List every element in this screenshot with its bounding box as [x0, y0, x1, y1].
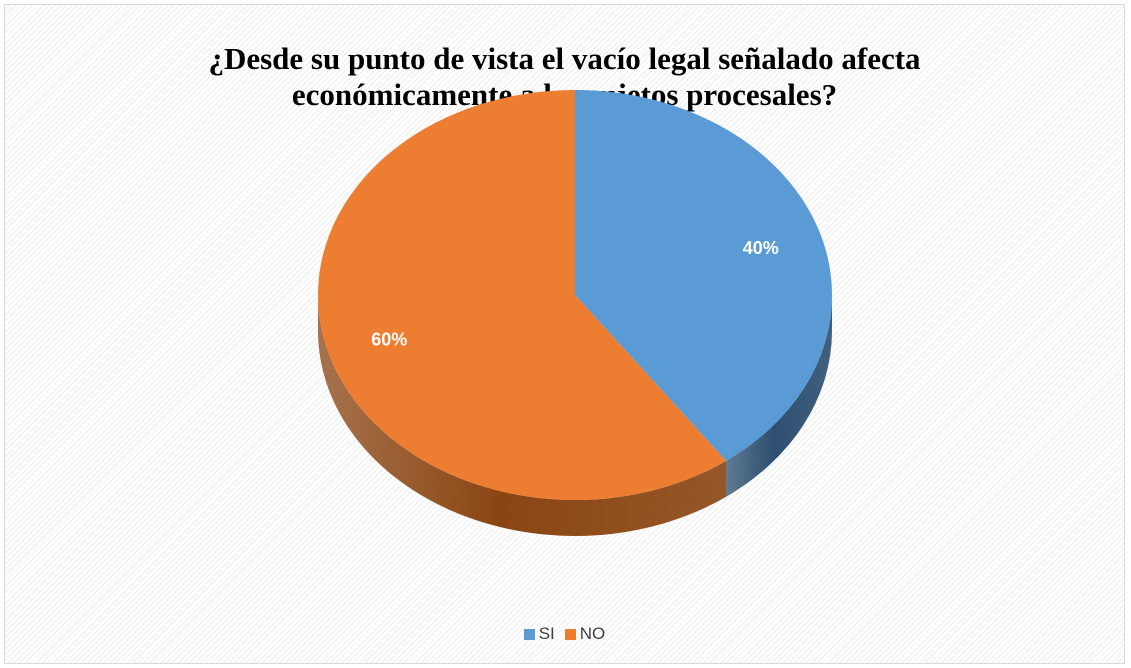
legend-label-si: SI — [538, 624, 555, 643]
pie-side-no — [318, 295, 727, 536]
chart-area: ¿Desde su punto de vista el vacío legal … — [4, 4, 1125, 664]
pie-chart: 40% 60% — [318, 90, 832, 536]
legend-label-no: NO — [579, 624, 606, 643]
chart-title-line-1: ¿Desde su punto de vista el vacío legal … — [208, 41, 921, 76]
data-label-no: 60% — [371, 329, 407, 349]
legend-swatch-si — [523, 628, 535, 640]
legend: SI NO — [5, 624, 1124, 644]
legend-item-no: NO — [564, 624, 606, 644]
pie-slice-si — [575, 90, 832, 461]
legend-swatch-no — [564, 628, 576, 640]
data-label-si: 40% — [743, 238, 779, 258]
legend-item-si: SI — [523, 624, 555, 644]
pie-side-si — [726, 295, 832, 497]
pie-slice-no — [318, 90, 727, 501]
